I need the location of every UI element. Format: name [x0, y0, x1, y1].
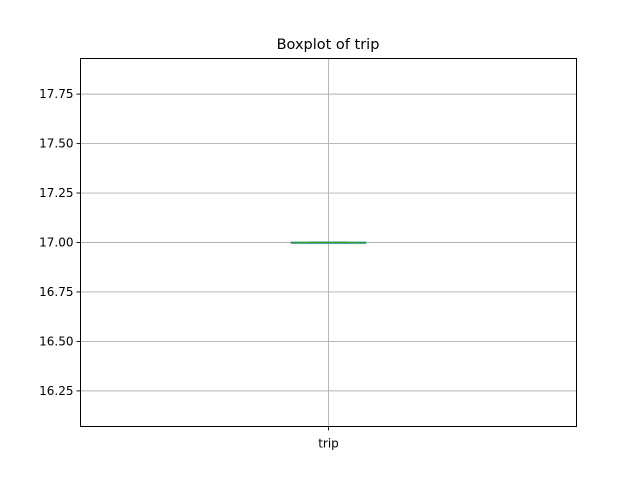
grid-lines — [80, 58, 577, 427]
y-tick-label: 17.25 — [39, 186, 73, 200]
y-tick-label: 17.50 — [39, 137, 73, 151]
axes: 16.25 16.50 16.75 17.00 17.25 17.50 17.75 trip — [39, 87, 339, 450]
chart-title: Boxplot of trip — [277, 37, 380, 53]
plot-frame — [80, 58, 577, 427]
y-tick-label: 16.25 — [39, 384, 73, 398]
y-tick-label: 16.75 — [39, 285, 73, 299]
y-tick-label: 17.00 — [39, 236, 73, 250]
y-tick-label: 17.75 — [39, 87, 73, 101]
y-tick-label: 16.50 — [39, 334, 73, 348]
box-marks — [290, 241, 367, 244]
x-tick-label: trip — [318, 437, 339, 451]
